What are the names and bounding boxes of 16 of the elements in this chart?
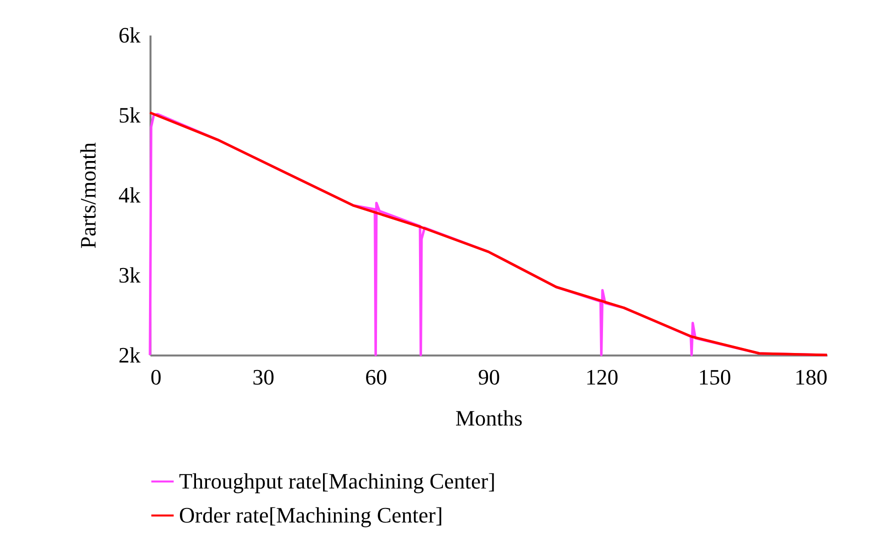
legend-label: Order rate[Machining Center] — [179, 502, 443, 528]
x-tick-label: 150 — [698, 364, 732, 390]
y-tick-label: 2k — [118, 342, 140, 368]
legend-label: Throughput rate[Machining Center] — [179, 468, 496, 494]
x-tick-label: 90 — [478, 364, 500, 390]
x-tick-label: 0 — [150, 364, 162, 390]
x-tick-label: 60 — [365, 364, 388, 390]
x-axis-title: Months — [455, 406, 523, 430]
y-tick-label: 3k — [118, 262, 140, 288]
y-tick-label: 4k — [118, 182, 140, 208]
y-tick-label: 5k — [118, 102, 140, 128]
x-tick-label: 120 — [585, 364, 618, 390]
y-axis-title: Parts/month — [76, 142, 100, 249]
x-tick-label: 180 — [794, 364, 828, 390]
y-tick-label: 6k — [118, 22, 140, 48]
x-tick-label: 30 — [252, 364, 274, 390]
